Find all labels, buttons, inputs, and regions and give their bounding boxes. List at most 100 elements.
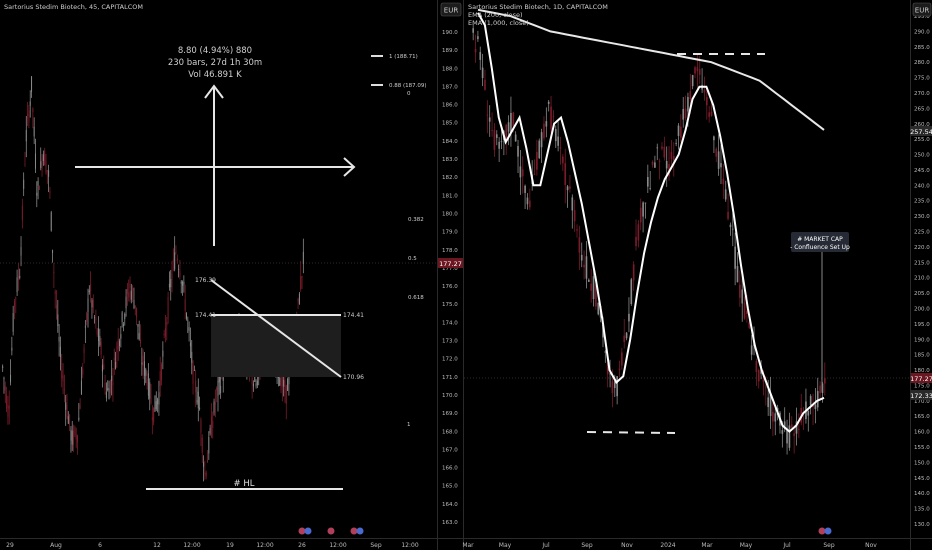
candle-body (96, 329, 98, 335)
candle-body (495, 134, 498, 138)
y-tick-label: 180.0 (914, 368, 930, 374)
candle-body (788, 425, 791, 448)
right-price-axis[interactable]: 295.0 290.0 285.0 280.0 275.0 270.0 265.0 260.0… (914, 14, 930, 528)
candle-body (129, 283, 131, 289)
event-icon[interactable] (298, 527, 306, 535)
candle-body (116, 346, 118, 353)
candle-body (161, 364, 163, 381)
candle-body (628, 313, 630, 322)
candle-body (649, 188, 652, 190)
candle-body (486, 114, 489, 116)
y-tick-label: 160.0 (914, 430, 930, 436)
candle-body (222, 377, 224, 382)
candle-body (185, 313, 187, 319)
candle-body (38, 186, 40, 190)
x-tick-label: Sep (370, 542, 382, 549)
candle-body (197, 391, 199, 409)
candle-body (252, 383, 254, 387)
x-tick-label: May (740, 542, 753, 549)
candle-body (538, 140, 541, 159)
candle-body (254, 372, 256, 382)
x-tick-label: Jul (541, 542, 550, 549)
y-tick-label: 188.0 (442, 66, 458, 72)
event-icon[interactable] (350, 527, 358, 535)
candle-body (137, 324, 139, 327)
event-icon[interactable] (304, 527, 312, 535)
candle-body (19, 275, 21, 278)
candle-body (125, 296, 127, 309)
candle-body (61, 369, 63, 379)
candle-body (16, 277, 18, 293)
event-icons[interactable] (298, 527, 832, 535)
right-currency-badge[interactable] (912, 2, 932, 17)
candle-body (172, 259, 174, 262)
candle-body (178, 269, 180, 270)
candle-body (126, 288, 128, 294)
candle-body (746, 310, 748, 314)
event-icon[interactable] (356, 527, 364, 535)
candle-body (514, 134, 517, 142)
measure-tool[interactable] (75, 84, 356, 246)
right-time-axis[interactable]: Mar May Jul Sep Nov 2024 Mar May Jul Sep Nov (462, 542, 877, 549)
y-tick-label: 260.0 (914, 122, 930, 128)
candle-body (684, 108, 687, 118)
candle-body (755, 360, 758, 373)
y-tick-label: 178.0 (442, 248, 458, 254)
left-price-axis[interactable]: 190.0 189.0 188.0 187.0 186.0 185.0 184.0 183.0… (442, 30, 458, 526)
y-tick-label: 180.0 (442, 211, 458, 217)
legend-ema-1000[interactable]: EMA (1,000, close) (468, 19, 529, 27)
left-currency-badge[interactable] (440, 2, 462, 17)
left-time-axis[interactable]: 29 Aug 6 12 12:00 19 12:00 26 12:00 Sep 12:00 (6, 542, 419, 549)
candle-body (708, 112, 711, 117)
candle-body (682, 108, 685, 120)
candle-body (2, 366, 4, 368)
candle-body (689, 91, 692, 100)
candle-body (526, 197, 529, 205)
candle-body (658, 160, 661, 162)
candle-body (6, 395, 8, 409)
right-price-badge-text: 177.27 (910, 375, 932, 383)
candle-body (632, 264, 635, 281)
y-tick-label: 205.0 (914, 291, 930, 297)
event-icon[interactable] (818, 527, 826, 535)
candle-body (297, 299, 299, 302)
candle-body (251, 377, 253, 385)
candle-body (136, 307, 138, 318)
rect-label-mid-right: 174.41 (343, 312, 364, 319)
measure-line-1: 8.80 (4.94%) 880 (178, 46, 252, 56)
candle-body (280, 370, 282, 390)
x-tick-label: 12:00 (329, 542, 346, 549)
event-icon[interactable] (327, 527, 335, 535)
candle-body (57, 314, 59, 327)
y-tick-label: 220.0 (914, 245, 930, 251)
candle-body (717, 151, 720, 169)
candle-body (107, 388, 109, 390)
candle-body (187, 319, 189, 321)
candle-body (88, 290, 90, 293)
candle-body (74, 426, 76, 435)
price-range-rect[interactable] (210, 279, 342, 378)
event-icon[interactable] (824, 527, 832, 535)
y-tick-label: 172.0 (442, 357, 458, 363)
candle-body (213, 401, 215, 413)
candle-body (786, 428, 788, 444)
market-cap-annotation[interactable] (791, 232, 849, 252)
candle-body (87, 298, 89, 312)
y-tick-label: 176.0 (442, 284, 458, 290)
candle-body (120, 334, 122, 339)
candle-body (189, 342, 191, 347)
candle-body (675, 142, 677, 144)
candle-body (200, 419, 202, 433)
fib-label-0: 0 (407, 91, 411, 97)
candle-body (604, 351, 607, 353)
candle-body (764, 386, 767, 388)
candle-body (284, 380, 286, 394)
candle-body (99, 335, 101, 346)
candle-body (547, 101, 550, 104)
x-tick-label: 29 (6, 542, 14, 549)
fib-label-1: 1 (188.71) (389, 54, 418, 60)
candle-body (564, 163, 567, 185)
x-tick-label: Sep (823, 542, 835, 549)
legend-ema-200[interactable]: EMA (200, close) (468, 11, 523, 19)
candle-body (781, 430, 784, 434)
